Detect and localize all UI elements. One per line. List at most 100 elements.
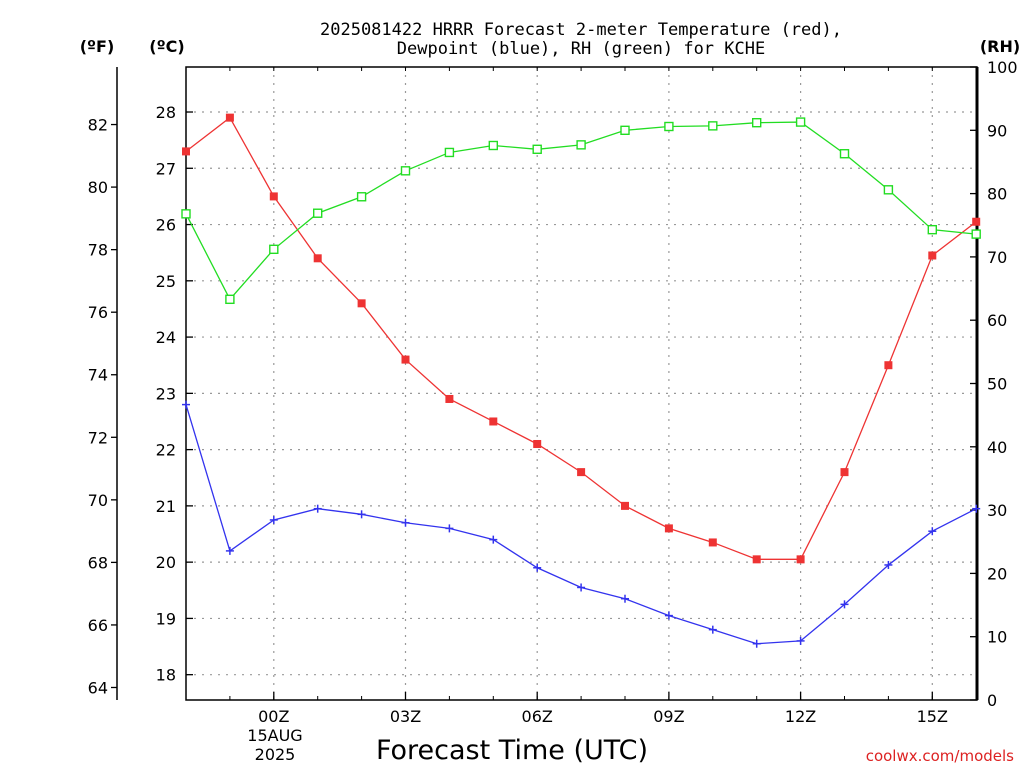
data-point-dewpoint (928, 527, 937, 536)
tick-label-fahrenheit: 74 (88, 366, 108, 385)
tick-label-celsius: 19 (156, 609, 176, 628)
data-point-rh (400, 166, 411, 176)
tick-label-celsius: 21 (156, 497, 176, 516)
data-point-temperature (708, 538, 717, 547)
data-point-temperature (445, 394, 454, 403)
data-point-dewpoint (708, 625, 717, 634)
date-label-year: 2025 (255, 745, 296, 764)
tick-label-fahrenheit: 76 (88, 303, 108, 322)
data-point-dewpoint (357, 510, 366, 519)
tick-label-celsius: 27 (156, 159, 176, 178)
data-point-temperature (664, 524, 673, 533)
data-point-temperature (225, 113, 234, 122)
data-point-dewpoint (796, 636, 805, 645)
data-point-dewpoint (621, 594, 629, 603)
chart-title-line1: 2025081422 HRRR Forecast 2-meter Tempera… (320, 20, 842, 40)
data-point-rh (532, 144, 542, 154)
data-point-rh (488, 140, 498, 151)
tick-label-celsius: 23 (156, 384, 176, 403)
data-point-dewpoint (401, 518, 410, 527)
tick-label-rh: 40 (987, 438, 1007, 457)
plot-frame (185, 66, 978, 701)
data-point-dewpoint (972, 504, 981, 513)
tick-label-x: 09Z (653, 707, 684, 726)
data-point-dewpoint (752, 639, 761, 648)
data-point-rh (313, 208, 323, 218)
tick-label-celsius: 24 (156, 328, 176, 347)
data-point-temperature (489, 417, 498, 426)
data-point-temperature (840, 468, 849, 477)
tick-label-celsius: 25 (156, 272, 176, 291)
tick-label-fahrenheit: 70 (88, 491, 108, 510)
tick-label-rh: 70 (987, 248, 1007, 267)
tick-label-fahrenheit: 66 (88, 616, 108, 635)
data-point-dewpoint (577, 583, 586, 592)
tick-label-fahrenheit: 72 (88, 428, 108, 447)
data-point-temperature (884, 361, 893, 370)
data-point-temperature (621, 501, 629, 510)
data-point-rh (620, 125, 630, 136)
tick-label-rh: 30 (987, 501, 1007, 520)
data-point-dewpoint (664, 611, 673, 620)
data-point-dewpoint (533, 563, 542, 572)
unit-label-celsius: (ºC) (149, 37, 184, 56)
tick-label-celsius: 20 (156, 553, 176, 572)
data-point-rh (356, 192, 367, 202)
data-point-rh (839, 149, 850, 159)
data-point-dewpoint (313, 504, 322, 513)
data-point-temperature (401, 355, 410, 364)
data-point-temperature (972, 217, 981, 226)
tick-label-rh: 60 (987, 311, 1007, 330)
tick-label-x: 03Z (390, 707, 421, 726)
series-line-temperature (185, 116, 977, 560)
data-point-rh (225, 294, 235, 305)
data-point-dewpoint (269, 515, 278, 524)
data-point-dewpoint (840, 600, 849, 609)
tick-label-celsius: 28 (156, 103, 176, 122)
data-point-rh (664, 121, 674, 132)
data-point-rh (708, 121, 718, 131)
data-point-rh (971, 229, 981, 239)
data-point-rh (181, 209, 191, 219)
tick-label-x: 00Z (258, 707, 289, 726)
data-point-rh (444, 147, 455, 158)
data-point-rh (269, 244, 279, 255)
credit-text: coolwx.com/models (866, 747, 1014, 765)
data-point-dewpoint (884, 560, 893, 569)
data-point-rh (927, 224, 937, 235)
tick-label-rh: 20 (987, 564, 1007, 583)
tick-label-x: 15Z (917, 707, 948, 726)
tick-label-fahrenheit: 82 (88, 116, 108, 135)
x-axis-title: Forecast Time (UTC) (376, 735, 648, 766)
series-layer (181, 113, 981, 648)
date-label-day: 15AUG (247, 726, 302, 745)
data-point-dewpoint (225, 546, 234, 555)
data-point-temperature (928, 251, 937, 260)
tick-label-fahrenheit: 68 (88, 553, 108, 572)
tick-label-rh: 100 (987, 58, 1018, 77)
data-point-temperature (752, 555, 761, 564)
unit-label-rh: (RH) (980, 37, 1020, 56)
tick-label-rh: 10 (987, 628, 1007, 647)
tick-label-fahrenheit: 64 (88, 678, 108, 697)
unit-label-fahrenheit: (ºF) (80, 37, 115, 56)
data-point-temperature (182, 147, 190, 156)
tick-label-fahrenheit: 78 (88, 241, 108, 260)
tick-labels: 64 66 68 70 72 74 76 78 80 82 18 19 20 21 22 23 24 25 26 27… (88, 58, 1018, 726)
data-point-rh (883, 185, 894, 195)
data-point-temperature (577, 468, 586, 477)
tick-label-celsius: 18 (156, 666, 176, 685)
data-point-dewpoint (489, 535, 498, 544)
data-point-temperature (796, 555, 805, 564)
data-point-rh (576, 140, 586, 150)
tick-label-x: 06Z (522, 707, 553, 726)
tick-label-rh: 80 (987, 185, 1007, 204)
data-point-temperature (533, 439, 542, 448)
tick-label-rh: 0 (987, 691, 997, 710)
data-point-temperature (269, 192, 278, 201)
tick-label-celsius: 26 (156, 216, 176, 235)
data-point-temperature (357, 299, 366, 308)
tick-label-rh: 90 (987, 121, 1007, 140)
data-point-temperature (313, 254, 322, 263)
